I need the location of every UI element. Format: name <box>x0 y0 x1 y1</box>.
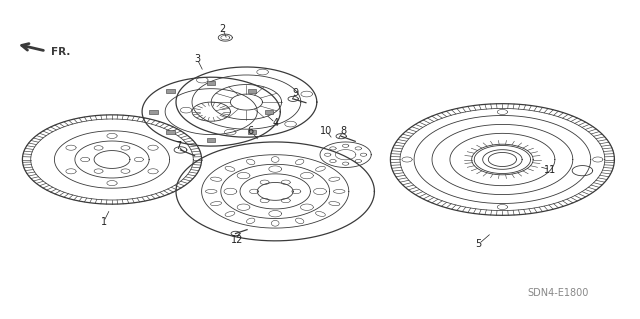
FancyBboxPatch shape <box>265 109 273 114</box>
FancyBboxPatch shape <box>248 130 256 134</box>
FancyBboxPatch shape <box>207 138 215 142</box>
Text: 1: 1 <box>100 217 107 227</box>
Text: 2: 2 <box>220 24 226 34</box>
Text: 10: 10 <box>320 126 333 136</box>
Text: 12: 12 <box>230 235 243 245</box>
FancyBboxPatch shape <box>166 89 175 93</box>
Text: 6: 6 <box>248 126 254 136</box>
Text: 9: 9 <box>292 87 299 98</box>
Text: 5: 5 <box>476 239 482 249</box>
FancyBboxPatch shape <box>207 81 215 85</box>
FancyBboxPatch shape <box>150 109 158 114</box>
FancyBboxPatch shape <box>166 130 175 134</box>
Text: 4: 4 <box>272 118 278 128</box>
FancyBboxPatch shape <box>248 89 256 93</box>
Text: 8: 8 <box>340 126 346 137</box>
Text: 7: 7 <box>175 141 181 151</box>
Text: FR.: FR. <box>51 47 70 57</box>
Text: 11: 11 <box>544 165 557 175</box>
Text: SDN4-E1800: SDN4-E1800 <box>527 288 589 298</box>
Text: 3: 3 <box>194 54 200 64</box>
